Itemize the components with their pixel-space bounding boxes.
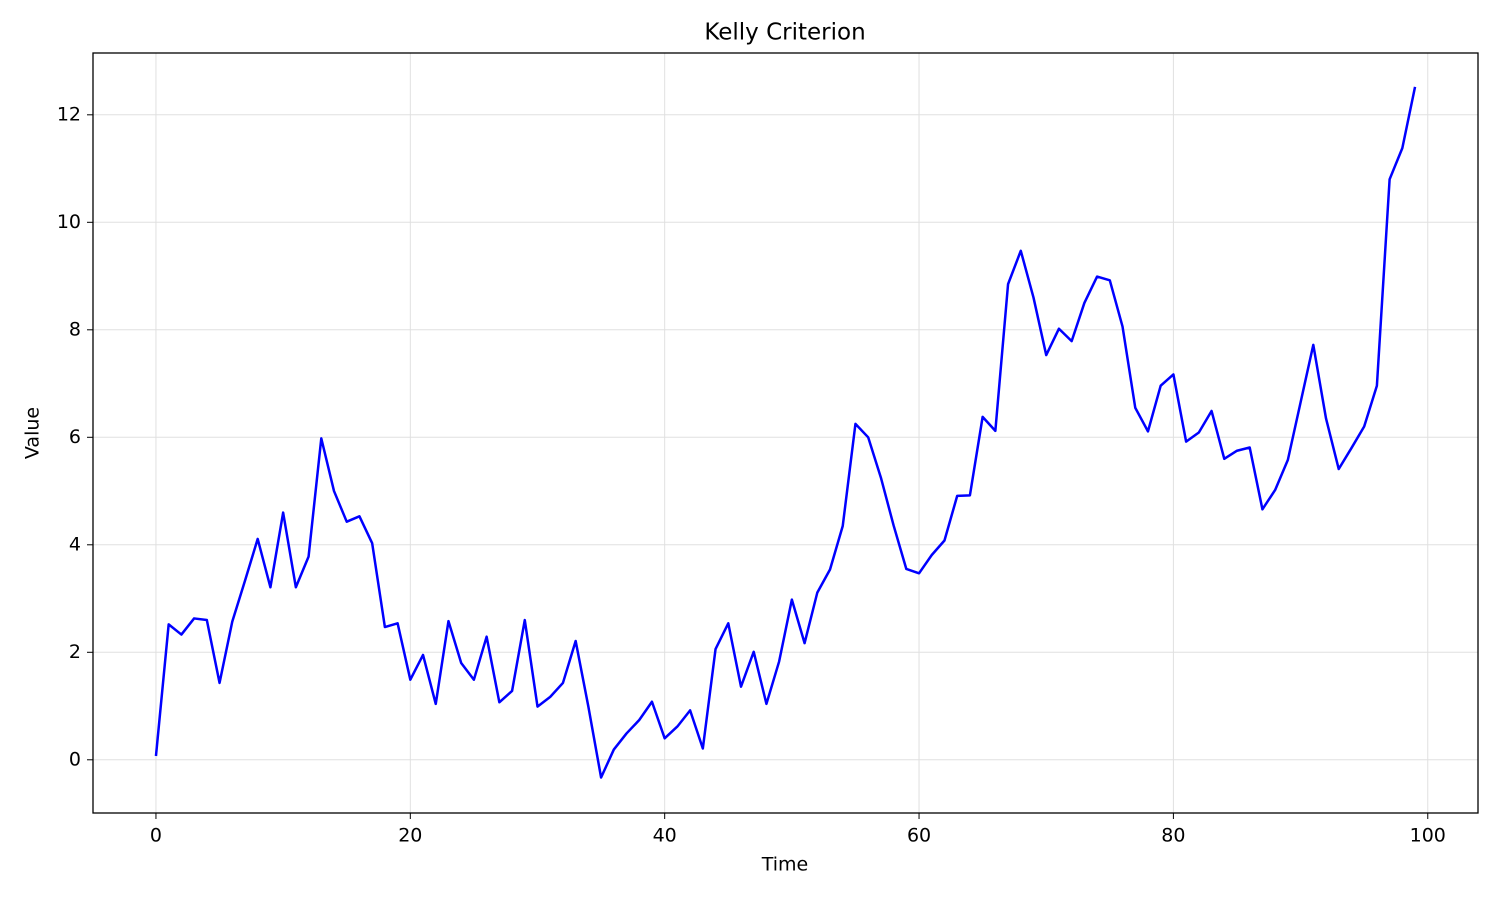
- y-tick-label: 10: [57, 211, 81, 233]
- x-tick-label: 100: [1410, 825, 1446, 847]
- y-tick-label: 4: [69, 533, 81, 555]
- chart-title: Kelly Criterion: [704, 20, 865, 46]
- x-tick-label: 60: [907, 825, 931, 847]
- data-line: [154, 86, 1417, 779]
- y-tick-label: 8: [69, 318, 81, 340]
- y-axis-label: Value: [22, 407, 44, 459]
- x-tick-label: 0: [150, 825, 162, 847]
- x-tick-label: 20: [398, 825, 422, 847]
- y-tick-label: 2: [69, 641, 81, 663]
- x-axis-label: Time: [761, 854, 809, 876]
- y-tick-label: 6: [69, 426, 81, 448]
- plot-frame: [92, 52, 1479, 814]
- x-tick-label: 40: [653, 825, 677, 847]
- y-tick-label: 12: [57, 103, 81, 125]
- y-tick-label: 0: [69, 748, 81, 770]
- x-tick-label: 80: [1161, 825, 1185, 847]
